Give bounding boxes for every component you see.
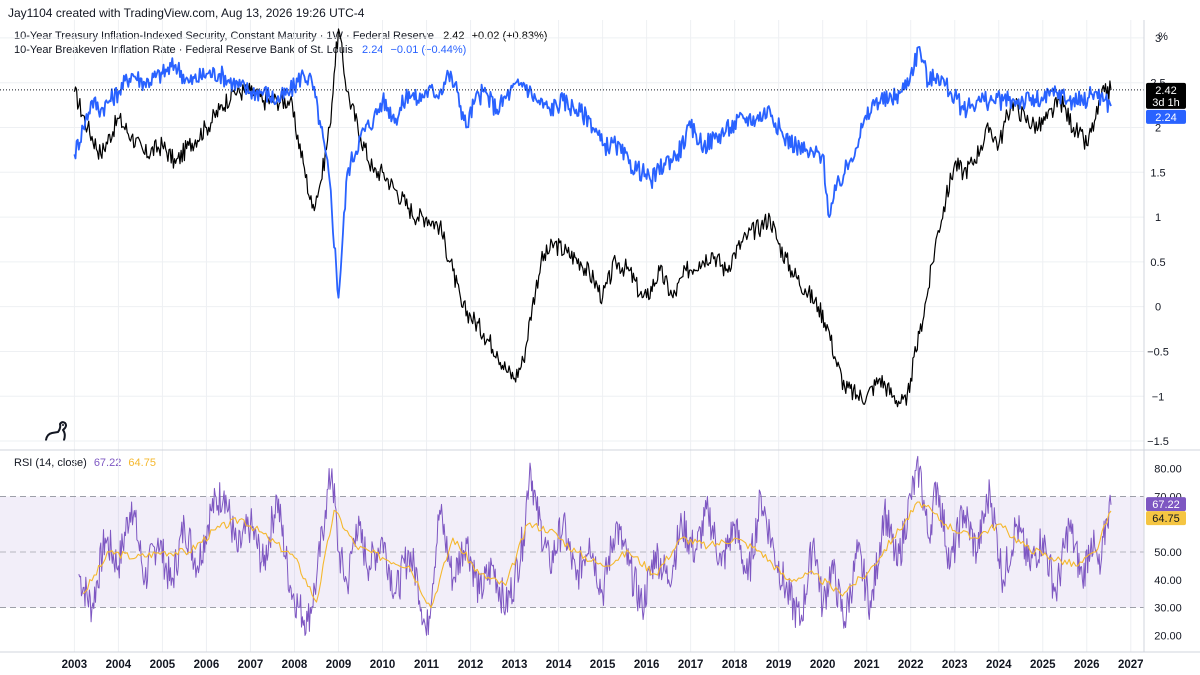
x-tick-label-2016: 2016 — [634, 659, 660, 671]
tradingview-logo-icon[interactable] — [44, 420, 70, 447]
legend-breakeven-name: 10-Year Breakeven Inflation Rate · Feder… — [14, 44, 353, 56]
x-tick-label-2018: 2018 — [722, 659, 748, 671]
badge-rsi-text-0: 67.22 — [1152, 499, 1180, 511]
x-tick-label-2020: 2020 — [810, 659, 836, 671]
legend-breakeven[interactable]: 10-Year Breakeven Inflation Rate · Feder… — [14, 44, 466, 56]
legend-tips-change: +0.02 (+0.83%) — [471, 30, 548, 42]
y-unit-label: % — [1158, 31, 1168, 43]
y-tick-label-main-7: −0.5 — [1147, 346, 1169, 358]
x-tick-label-2024: 2024 — [986, 659, 1012, 671]
series-layer — [0, 28, 1144, 636]
x-tick-label-2023: 2023 — [942, 659, 968, 671]
badge-breakeven — [1146, 109, 1186, 124]
rsi-line — [78, 455, 1112, 636]
y-tick-label-main-8: −1 — [1152, 391, 1165, 403]
x-tick-label-2026: 2026 — [1074, 659, 1100, 671]
x-tick-label-2007: 2007 — [238, 659, 264, 671]
x-tick-label-2017: 2017 — [678, 659, 704, 671]
x-tick-label-2021: 2021 — [854, 659, 880, 671]
legend-tips[interactable]: 10-Year Treasury Inflation-Indexed Secur… — [14, 30, 547, 42]
legend-tips-name: 10-Year Treasury Inflation-Indexed Secur… — [14, 30, 435, 42]
x-tick-label-2027: 2027 — [1118, 659, 1144, 671]
x-tick-label-2012: 2012 — [458, 659, 484, 671]
legend-rsi-ma-value: 64.75 — [128, 457, 156, 469]
x-tick-label-2006: 2006 — [194, 659, 220, 671]
x-tick-label-2014: 2014 — [546, 659, 572, 671]
legend-tips-value: 2.42 — [443, 30, 465, 42]
badge-rsi-ma — [1146, 511, 1186, 526]
y-tick-label-main-5: 0.5 — [1150, 257, 1165, 269]
y-tick-label-main-2: 2 — [1155, 123, 1161, 135]
legend-breakeven-change: −0.01 (−0.44%) — [390, 44, 467, 56]
x-tick-label-2009: 2009 — [326, 659, 352, 671]
badge-breakeven-text-0: 2.24 — [1155, 112, 1176, 124]
badge-rsi-ma-text: 64.75 — [1152, 513, 1180, 525]
badge-rsi — [1146, 497, 1186, 512]
y-tick-label-main-4: 1 — [1155, 212, 1161, 224]
badge-tips-text-0: 2.42 — [1155, 85, 1176, 97]
x-tick-label-2008: 2008 — [282, 659, 308, 671]
chart-attribution: Jay1104 created with TradingView.com, Au… — [8, 6, 365, 20]
x-tick-label-2011: 2011 — [414, 659, 440, 671]
legend-rsi[interactable]: RSI (14, close) 67.22 64.75 — [14, 457, 156, 469]
y-tick-label-main-0: 3 — [1155, 33, 1161, 45]
y-tick-label-main-6: 0 — [1155, 302, 1161, 314]
y-tick-label-rsi-3: 40.00 — [1154, 575, 1182, 587]
legend-rsi-name: RSI (14, close) — [14, 457, 87, 469]
y-tick-label-main-3: 1.5 — [1150, 167, 1165, 179]
x-tick-label-2019: 2019 — [766, 659, 792, 671]
x-tick-label-2004: 2004 — [106, 659, 132, 671]
legend-rsi-value: 67.22 — [93, 457, 122, 469]
x-tick-label-2022: 2022 — [898, 659, 924, 671]
series-line-tips — [73, 28, 1112, 408]
legend-breakeven-value: 2.24 — [362, 44, 384, 56]
x-tick-label-2025: 2025 — [1030, 659, 1056, 671]
x-tick-label-2010: 2010 — [370, 659, 396, 671]
y-tick-label-main-9: −1.5 — [1147, 436, 1169, 448]
badge-tips-text-1: 3d 1h — [1152, 97, 1180, 109]
y-tick-label-rsi-4: 30.00 — [1154, 603, 1182, 615]
x-tick-label-2015: 2015 — [590, 659, 616, 671]
rsi-ma-line — [82, 501, 1112, 609]
badge-tips — [1146, 82, 1186, 109]
y-tick-label-rsi-2: 50.00 — [1154, 547, 1182, 559]
grid-lines — [0, 20, 1144, 652]
x-tick-label-2003: 2003 — [62, 659, 88, 671]
series-line-breakeven — [73, 46, 1112, 299]
y-tick-label-rsi-5: 20.00 — [1154, 630, 1182, 642]
x-tick-label-2013: 2013 — [502, 659, 528, 671]
x-tick-label-2005: 2005 — [150, 659, 176, 671]
y-tick-label-rsi-0: 80.00 — [1154, 464, 1182, 476]
